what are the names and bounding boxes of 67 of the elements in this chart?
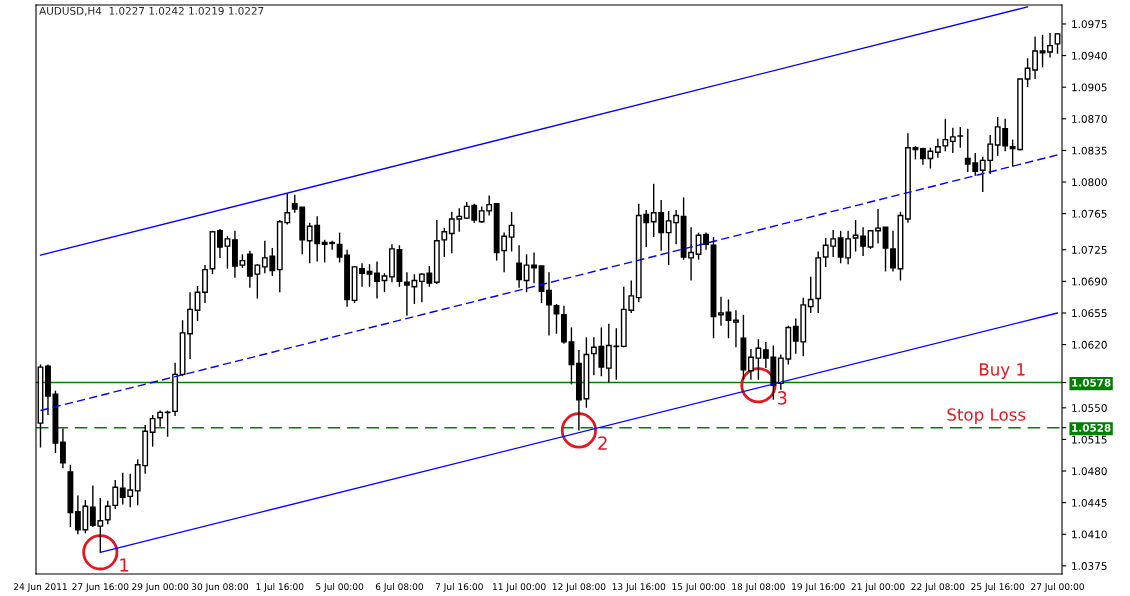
candlestick — [381, 272, 388, 293]
x-tick-label: 24 Jun 2011 — [13, 583, 67, 592]
annotation: 3 — [777, 391, 787, 405]
candlestick — [807, 276, 814, 314]
y-tick-label: 1.0528 — [1072, 423, 1111, 432]
x-tick-label: 19 Jul 16:00 — [792, 583, 845, 592]
candlestick — [875, 208, 881, 245]
y-tick-label: 1.0765 — [1072, 209, 1107, 218]
x-tick-label: 21 Jul 00:00 — [851, 583, 905, 592]
x-tick-label: 1 Jul 16:00 — [256, 583, 304, 592]
y-tick-label: 1.0725 — [1072, 245, 1107, 254]
y-tick-label: 1.0905 — [1072, 83, 1107, 92]
candlestick — [546, 271, 552, 337]
candlestick — [890, 230, 896, 273]
y-tick-label: 1.0690 — [1072, 277, 1107, 286]
y-tick-label: 1.0578 — [1072, 378, 1111, 387]
candlestick — [366, 263, 373, 288]
candlestick — [733, 309, 739, 348]
candlestick — [725, 298, 732, 339]
y-tick-label: 1.0375 — [1072, 562, 1107, 570]
candlestick — [882, 226, 889, 273]
x-tick-label: 27 Jul 00:00 — [1031, 583, 1084, 592]
candlestick — [112, 479, 119, 510]
ref-line-label: Stop Loss — [947, 408, 1026, 425]
x-tick-label: 13 Jul 16:00 — [612, 583, 666, 592]
y-tick-label: 1.0410 — [1072, 530, 1107, 539]
candlestick — [553, 303, 560, 335]
x-tick-label: 25 Jul 16:00 — [971, 583, 1025, 592]
y-tick-label: 1.0515 — [1072, 435, 1107, 444]
x-tick-label: 6 Jul 08:00 — [375, 583, 424, 592]
candlestick — [718, 296, 724, 327]
candlestick — [508, 211, 515, 253]
y-tick-label: 1.0870 — [1072, 115, 1107, 123]
y-tick-label: 1.0550 — [1072, 404, 1107, 412]
annotation: 1 — [120, 558, 129, 572]
candlestick — [217, 228, 223, 259]
candlestick — [104, 500, 111, 526]
x-tick-label: 7 Jul 16:00 — [435, 583, 483, 592]
y-tick-label: 1.0835 — [1072, 146, 1107, 155]
candlestick — [374, 260, 380, 300]
ref-line-label: Buy 1 — [979, 363, 1025, 379]
x-tick-label: 11 Jul 00:00 — [493, 583, 546, 592]
y-tick-label: 1.0975 — [1072, 20, 1107, 29]
x-tick-label: 15 Jul 00:00 — [672, 583, 726, 592]
x-tick-label: 22 Jul 08:00 — [911, 583, 965, 592]
candlestick — [59, 427, 66, 470]
x-tick-label: 18 Jul 08:00 — [732, 583, 785, 592]
y-tick-label: 1.0620 — [1072, 340, 1107, 349]
candlestick — [516, 244, 523, 289]
x-tick-label: 30 Jun 08:00 — [191, 583, 249, 592]
annotation: 2 — [598, 436, 607, 450]
candlestick — [1047, 32, 1053, 59]
chart-title: AUDUSD,H4 1.0227 1.0242 1.0219 1.0227 — [39, 6, 264, 16]
candlestick — [224, 235, 231, 270]
x-tick-label: 27 Jun 16:00 — [72, 583, 129, 592]
candlestick — [164, 409, 171, 438]
candlestick — [149, 414, 156, 448]
x-tick-label: 5 Jul 00:00 — [316, 583, 364, 592]
y-tick-label: 1.0480 — [1072, 467, 1107, 476]
y-tick-label: 1.0940 — [1072, 51, 1107, 60]
x-tick-label: 12 Jul 08:00 — [552, 583, 606, 592]
candlestick — [1039, 34, 1046, 69]
y-tick-label: 1.0655 — [1072, 309, 1107, 318]
candlestick — [202, 264, 208, 304]
y-tick-label: 1.0445 — [1072, 498, 1107, 507]
x-tick-label: 29 Jun 00:00 — [132, 583, 189, 592]
y-tick-label: 1.0800 — [1072, 178, 1107, 187]
